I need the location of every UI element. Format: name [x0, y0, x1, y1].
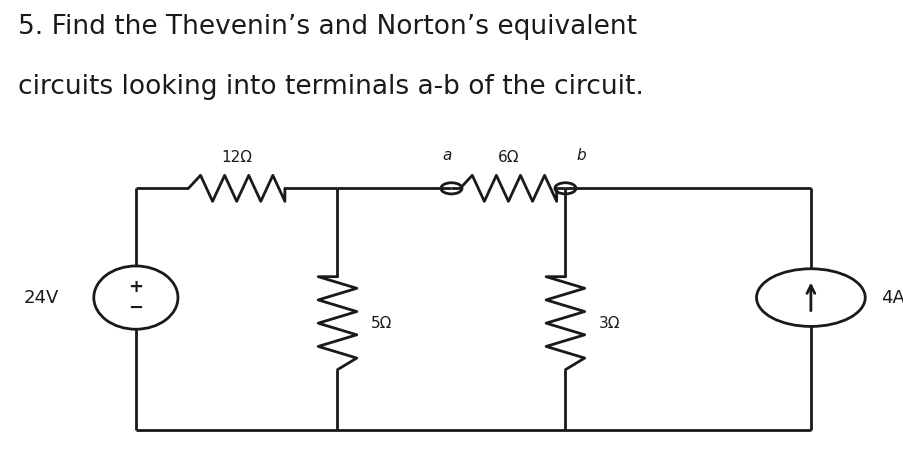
Text: 4A: 4A: [880, 289, 903, 306]
Text: +: +: [128, 279, 144, 296]
Text: −: −: [128, 299, 144, 317]
Text: 24V: 24V: [23, 289, 59, 306]
Text: 6Ω: 6Ω: [498, 150, 518, 165]
Text: 5. Find the Thevenin’s and Norton’s equivalent: 5. Find the Thevenin’s and Norton’s equi…: [17, 14, 636, 40]
Text: 3Ω: 3Ω: [598, 316, 619, 331]
Text: b: b: [576, 148, 585, 163]
Text: circuits looking into terminals a-b of the circuit.: circuits looking into terminals a-b of t…: [17, 74, 643, 100]
Text: 12Ω: 12Ω: [221, 150, 252, 165]
Text: a: a: [442, 148, 452, 163]
Text: 5Ω: 5Ω: [370, 316, 392, 331]
